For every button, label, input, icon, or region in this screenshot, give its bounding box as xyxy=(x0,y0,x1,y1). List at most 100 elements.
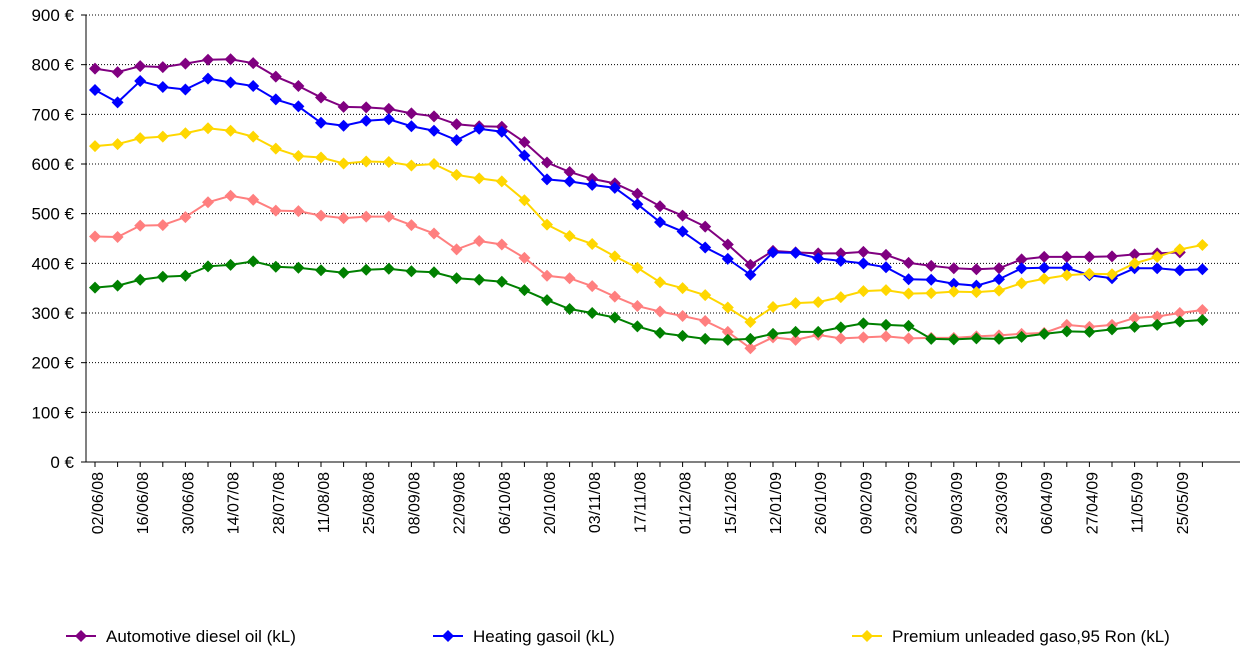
data-point xyxy=(247,193,260,206)
data-point xyxy=(925,273,938,286)
data-point xyxy=(721,238,734,251)
data-point xyxy=(1015,330,1028,343)
x-tick-label: 16/06/08 xyxy=(135,472,152,534)
data-point xyxy=(450,243,463,256)
data-point xyxy=(450,118,463,131)
data-point xyxy=(337,100,350,113)
x-tick-label: 28/07/08 xyxy=(271,472,288,534)
data-point xyxy=(473,234,486,247)
x-tick-label: 11/05/09 xyxy=(1130,472,1147,533)
data-point xyxy=(473,172,486,185)
axes xyxy=(85,15,1240,463)
data-point xyxy=(947,262,960,275)
data-point xyxy=(925,259,938,272)
data-point xyxy=(721,252,734,265)
data-point xyxy=(1173,243,1186,256)
data-point xyxy=(224,258,237,271)
data-point xyxy=(744,332,757,345)
data-point xyxy=(676,282,689,295)
data-point xyxy=(834,291,847,304)
data-point xyxy=(1038,261,1051,274)
data-point xyxy=(360,263,373,276)
data-point xyxy=(1196,304,1209,317)
data-point xyxy=(834,247,847,260)
data-point xyxy=(1128,257,1141,270)
data-point xyxy=(563,165,576,178)
data-point xyxy=(224,76,237,89)
data-point xyxy=(631,320,644,333)
data-point xyxy=(902,287,915,300)
x-tick-label: 06/04/09 xyxy=(1039,472,1056,534)
data-point xyxy=(834,254,847,267)
data-point xyxy=(812,296,825,309)
data-point xyxy=(947,277,960,290)
data-point xyxy=(315,209,327,222)
data-point xyxy=(518,251,531,264)
data-point xyxy=(1060,250,1073,263)
data-point xyxy=(337,157,350,170)
data-point xyxy=(89,62,101,75)
data-point xyxy=(1106,323,1118,336)
data-point xyxy=(1196,313,1209,326)
data-point xyxy=(89,230,101,243)
grid-lines xyxy=(86,14,1240,413)
data-point xyxy=(428,124,440,137)
data-point xyxy=(586,280,599,293)
data-point xyxy=(202,260,214,273)
data-point xyxy=(902,256,915,269)
data-point xyxy=(247,57,260,70)
data-point xyxy=(1173,307,1186,319)
data-point xyxy=(857,285,870,298)
data-point xyxy=(586,237,599,250)
data-point xyxy=(880,330,892,343)
data-point xyxy=(699,332,712,345)
series-2 xyxy=(89,122,1209,328)
data-point xyxy=(1173,315,1186,328)
data-point xyxy=(337,212,350,225)
data-point xyxy=(134,219,147,232)
data-point xyxy=(699,289,712,302)
data-point xyxy=(337,119,350,132)
data-point xyxy=(970,279,983,292)
data-point xyxy=(789,325,802,338)
data-point xyxy=(450,168,463,181)
data-point xyxy=(1151,318,1164,331)
series-group xyxy=(89,53,1209,355)
data-point xyxy=(744,315,757,328)
data-point xyxy=(563,272,576,285)
data-point xyxy=(631,187,644,200)
data-point xyxy=(315,116,327,129)
data-point xyxy=(563,230,576,243)
data-point xyxy=(269,142,282,155)
data-point xyxy=(1128,311,1141,324)
data-point xyxy=(993,273,1005,286)
data-point xyxy=(1151,310,1164,323)
data-point xyxy=(269,93,282,106)
data-point xyxy=(1083,325,1096,338)
data-point xyxy=(518,284,531,297)
data-point xyxy=(563,175,576,188)
data-point xyxy=(721,333,734,346)
data-point xyxy=(812,325,825,338)
data-point xyxy=(744,258,757,271)
x-tick-label: 23/03/09 xyxy=(994,472,1011,534)
data-point xyxy=(134,132,147,145)
data-point xyxy=(1060,261,1073,274)
data-point xyxy=(1196,238,1209,251)
data-point xyxy=(518,149,531,162)
y-tick-label: 700 € xyxy=(31,105,74,124)
data-point xyxy=(608,290,621,303)
y-tick-label: 0 € xyxy=(50,453,74,472)
data-point xyxy=(1083,250,1096,263)
data-point xyxy=(473,122,486,135)
data-point xyxy=(1106,268,1118,281)
data-point xyxy=(89,281,101,294)
data-point xyxy=(156,130,169,143)
x-tick-label: 15/12/08 xyxy=(723,472,740,534)
data-point xyxy=(857,331,870,344)
data-point xyxy=(947,333,960,346)
data-point xyxy=(224,53,237,66)
data-point xyxy=(518,194,531,207)
data-point xyxy=(428,227,440,240)
data-point xyxy=(450,134,463,147)
